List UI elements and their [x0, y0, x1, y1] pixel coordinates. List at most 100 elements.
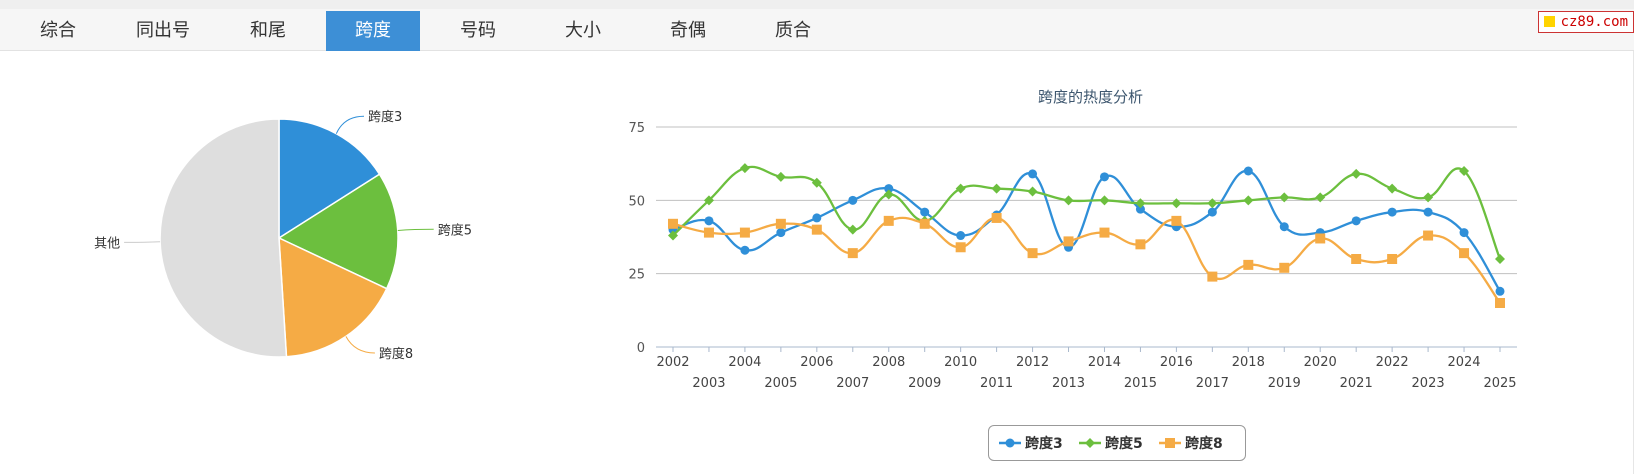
series-3-point-12: [1063, 236, 1074, 247]
series-1-point-4: [776, 228, 786, 238]
series-1-point-16: [1207, 207, 1217, 217]
tab-zhihe[interactable]: 质合: [775, 20, 811, 41]
pie-leader-line-1: [335, 115, 365, 134]
series-2-point-11: [1027, 186, 1038, 197]
line-chart: 跨度的热度分析025507520022003200420052006200720…: [628, 88, 1517, 391]
series-1-point-20: [1351, 216, 1361, 226]
series-2-point-22: [1423, 192, 1434, 203]
series-3-point-8: [919, 218, 930, 229]
series-2-point-21: [1387, 183, 1398, 194]
x-tick-label-20: 2021: [1340, 376, 1373, 391]
series-3-point-23: [1459, 248, 1470, 259]
series-2-point-16: [1207, 198, 1218, 209]
series-1-point-9: [956, 231, 966, 241]
series-1-point-3: [740, 245, 750, 255]
series-3-point-18: [1279, 262, 1290, 273]
series-3-point-22: [1423, 230, 1434, 241]
legend-item-series-1[interactable]: 跨度3: [999, 426, 1063, 460]
series-1-point-13: [1099, 172, 1109, 182]
series-2-point-9: [955, 183, 966, 194]
x-tick-label-24: 2025: [1483, 376, 1516, 391]
tab-haoma[interactable]: 号码: [460, 20, 496, 41]
series-3-point-7: [883, 215, 894, 226]
legend-label-series-1: 跨度3: [1025, 436, 1063, 452]
series-3-point-20: [1351, 254, 1362, 264]
x-tick-label-22: 2023: [1412, 376, 1445, 391]
series-1-point-23: [1459, 228, 1469, 238]
series-2-point-24: [1495, 254, 1505, 264]
legend-item-series-2[interactable]: 跨度5: [1079, 426, 1143, 460]
series-2-point-19: [1315, 192, 1326, 203]
legend-item-series-3[interactable]: 跨度8: [1159, 426, 1223, 460]
pie-leader-line-2: [397, 228, 434, 231]
x-tick-label-12: 2013: [1052, 376, 1085, 391]
y-tick-label-4: 75: [628, 121, 645, 136]
x-tick-label-3: 2004: [728, 355, 761, 370]
x-tick-label-19: 2020: [1304, 355, 1337, 370]
pie-label-4: 其他: [94, 236, 120, 251]
series-2-point-7: [883, 189, 894, 200]
tab-daxiao[interactable]: 大小: [565, 20, 601, 41]
series-2-point-14: [1135, 198, 1146, 209]
series-1-point-11: [1028, 169, 1038, 179]
pie-chart: 跨度3 跨度5 跨度8 其他: [94, 109, 472, 362]
series-3-point-16: [1207, 271, 1218, 282]
series-1-point-7: [884, 184, 894, 194]
x-tick-label-1: 2002: [656, 355, 689, 370]
x-tick-label-2: 2003: [692, 376, 725, 391]
series-3-point-9: [955, 242, 966, 253]
x-tick-label-18: 2019: [1268, 376, 1301, 391]
series-2-point-23: [1459, 166, 1470, 176]
tab-tongchuhao[interactable]: 同出号: [136, 20, 190, 41]
x-tick-label-16: 2017: [1196, 376, 1229, 391]
x-tick-label-6: 2007: [836, 376, 869, 391]
series-2-point-3: [739, 163, 750, 174]
chart-title: 跨度的热度分析: [1038, 88, 1143, 106]
series-1-point-14: [1135, 204, 1145, 214]
x-tick-label-7: 2008: [872, 355, 905, 370]
series-2-point-6: [847, 224, 858, 235]
site-badge-text: cz89.com: [1560, 14, 1628, 30]
series-3-point-14: [1135, 239, 1146, 250]
x-tick-label-4: 2005: [764, 376, 797, 391]
series-3-point-5: [811, 224, 822, 235]
series-3-point-10: [991, 212, 1002, 223]
series-2-point-12: [1063, 195, 1074, 206]
tab-kuadu[interactable]: 跨度: [326, 11, 420, 51]
pie-slice-1: [278, 118, 381, 240]
series-2-point-5: [811, 177, 822, 188]
x-tick-label-21: 2022: [1376, 355, 1409, 370]
series-2-point-20: [1351, 168, 1362, 179]
x-tick-label-15: 2016: [1160, 355, 1193, 370]
series-3-point-11: [1027, 248, 1038, 259]
y-tick-label-2: 25: [628, 268, 645, 283]
series-3-point-19: [1315, 233, 1326, 244]
series-2-point-1: [668, 230, 678, 241]
x-tick-label-17: 2018: [1232, 355, 1265, 370]
series-2-point-17: [1243, 195, 1254, 206]
series-3-point-15: [1171, 215, 1182, 226]
chart-legend: 跨度3 跨度5 跨度8: [988, 425, 1246, 461]
series-1-point-24: [1495, 286, 1505, 296]
series-1-point-17: [1243, 166, 1253, 176]
y-tick-label-3: 50: [628, 194, 645, 209]
series-3-point-24: [1495, 298, 1505, 308]
series-2-point-18: [1279, 192, 1290, 203]
pie-label-1: 跨度3: [368, 109, 402, 125]
series-2-point-10: [991, 183, 1002, 194]
tab-jiou[interactable]: 奇偶: [670, 20, 706, 41]
tab-zonghe[interactable]: 综合: [40, 20, 76, 41]
pie-label-3: 跨度8: [379, 346, 413, 362]
tab-hewei[interactable]: 和尾: [250, 20, 286, 41]
series-3-point-21: [1387, 254, 1398, 264]
pie-slice-4: [159, 118, 288, 358]
top-border: [0, 0, 1634, 9]
logo-square-icon: [1543, 16, 1555, 27]
series-3-point-2: [703, 227, 714, 238]
legend-label-series-2: 跨度5: [1105, 436, 1143, 452]
pie-leader-line-3: [345, 336, 375, 354]
series-3-point-1: [668, 218, 678, 229]
series-3-point-3: [739, 227, 750, 238]
site-badge[interactable]: cz89.com: [1537, 11, 1634, 33]
series-3-line: [672, 216, 1501, 304]
